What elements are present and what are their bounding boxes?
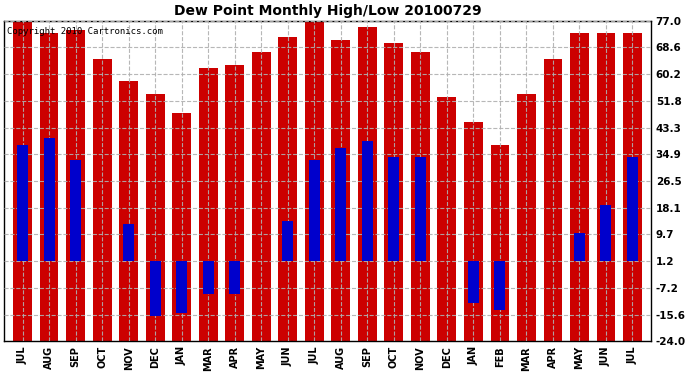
Bar xyxy=(464,122,482,341)
Bar xyxy=(627,157,638,261)
Bar xyxy=(600,205,611,261)
Title: Dew Point Monthly High/Low 20100729: Dew Point Monthly High/Low 20100729 xyxy=(174,4,482,18)
Text: Copyright 2010 Cartronics.com: Copyright 2010 Cartronics.com xyxy=(8,27,164,36)
Bar xyxy=(203,261,213,294)
Bar xyxy=(279,37,297,341)
Bar xyxy=(124,224,134,261)
Bar xyxy=(415,157,426,261)
Bar xyxy=(305,21,324,341)
Bar xyxy=(119,81,138,341)
Bar xyxy=(437,97,456,341)
Bar xyxy=(199,68,217,341)
Bar xyxy=(570,33,589,341)
Bar xyxy=(517,94,535,341)
Bar xyxy=(491,144,509,341)
Bar xyxy=(44,138,55,261)
Bar xyxy=(40,33,59,341)
Bar xyxy=(468,261,479,303)
Bar xyxy=(309,160,319,261)
Bar xyxy=(150,261,161,316)
Bar xyxy=(252,53,270,341)
Bar xyxy=(544,59,562,341)
Bar xyxy=(177,261,187,313)
Bar xyxy=(226,65,244,341)
Bar xyxy=(282,221,293,261)
Bar xyxy=(331,40,350,341)
Bar xyxy=(358,27,377,341)
Bar xyxy=(388,157,399,261)
Bar xyxy=(17,144,28,261)
Bar xyxy=(70,160,81,261)
Bar xyxy=(66,30,85,341)
Bar xyxy=(362,141,373,261)
Bar xyxy=(230,261,240,294)
Bar xyxy=(335,148,346,261)
Bar xyxy=(574,233,584,261)
Bar xyxy=(495,261,505,310)
Bar xyxy=(597,33,615,341)
Bar xyxy=(384,43,403,341)
Bar xyxy=(411,53,430,341)
Bar xyxy=(13,21,32,341)
Bar xyxy=(623,33,642,341)
Bar xyxy=(146,94,164,341)
Bar xyxy=(93,59,112,341)
Bar xyxy=(172,113,191,341)
